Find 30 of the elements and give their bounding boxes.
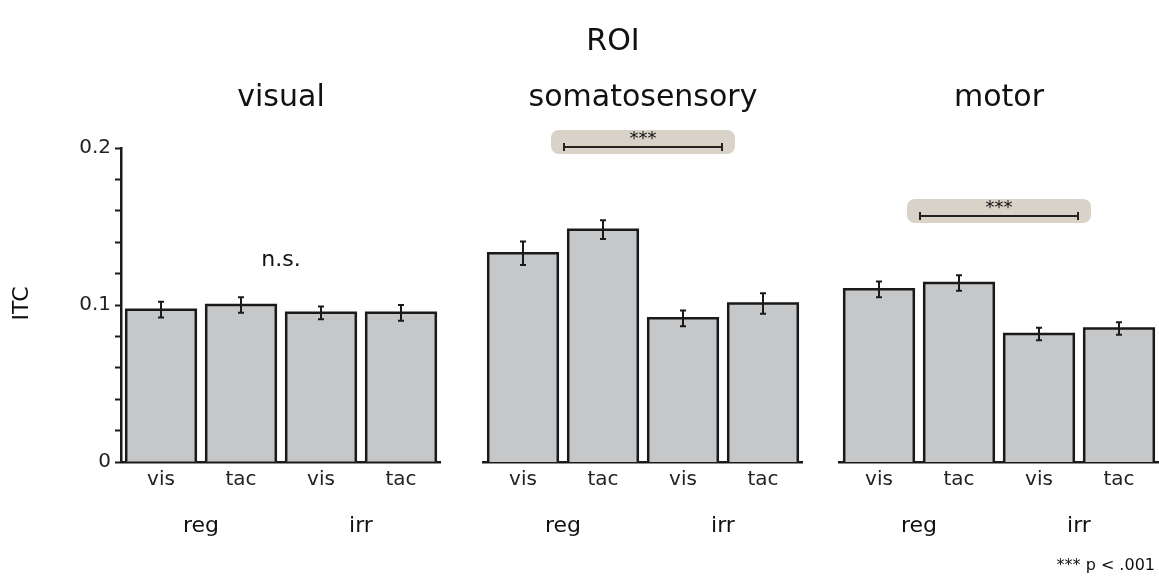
x-tick-label: vis xyxy=(509,466,537,491)
text: reg xyxy=(544,512,582,537)
x-tick-label: vis xyxy=(147,466,175,491)
y-tick-label: 0.1 xyxy=(79,291,111,316)
x-tick-label: vis xyxy=(1025,466,1053,491)
x-tick-label: tac xyxy=(385,466,417,491)
text: irr xyxy=(349,512,373,537)
x-tick-label: tac xyxy=(1103,466,1135,491)
y-axis-title: ITC xyxy=(7,286,33,321)
text: *** p < .001 xyxy=(1056,555,1155,574)
x-tick-label: tac xyxy=(587,466,619,491)
x-tick-label: tac xyxy=(943,466,975,491)
x-tick-label: tac xyxy=(225,466,257,491)
x-tick-label: tac xyxy=(747,466,779,491)
x-tick-label: vis xyxy=(307,466,335,491)
chart-title: ROI xyxy=(586,22,640,57)
text: *** xyxy=(629,127,657,149)
text: reg xyxy=(900,512,938,537)
x-tick-label: vis xyxy=(865,466,893,491)
annotation: n.s. xyxy=(261,245,301,271)
chart-title: motor xyxy=(953,78,1045,113)
y-tick-label: 0.2 xyxy=(79,134,111,159)
x-tick-label: vis xyxy=(669,466,697,491)
text: irr xyxy=(711,512,735,537)
annotation: *** xyxy=(985,196,1013,218)
text: irr xyxy=(1067,512,1091,537)
text: reg xyxy=(182,512,220,537)
chart-title: visual xyxy=(237,78,325,113)
chart-subtitle: somatosensory xyxy=(528,78,758,113)
y-tick-label: 0 xyxy=(98,448,111,473)
